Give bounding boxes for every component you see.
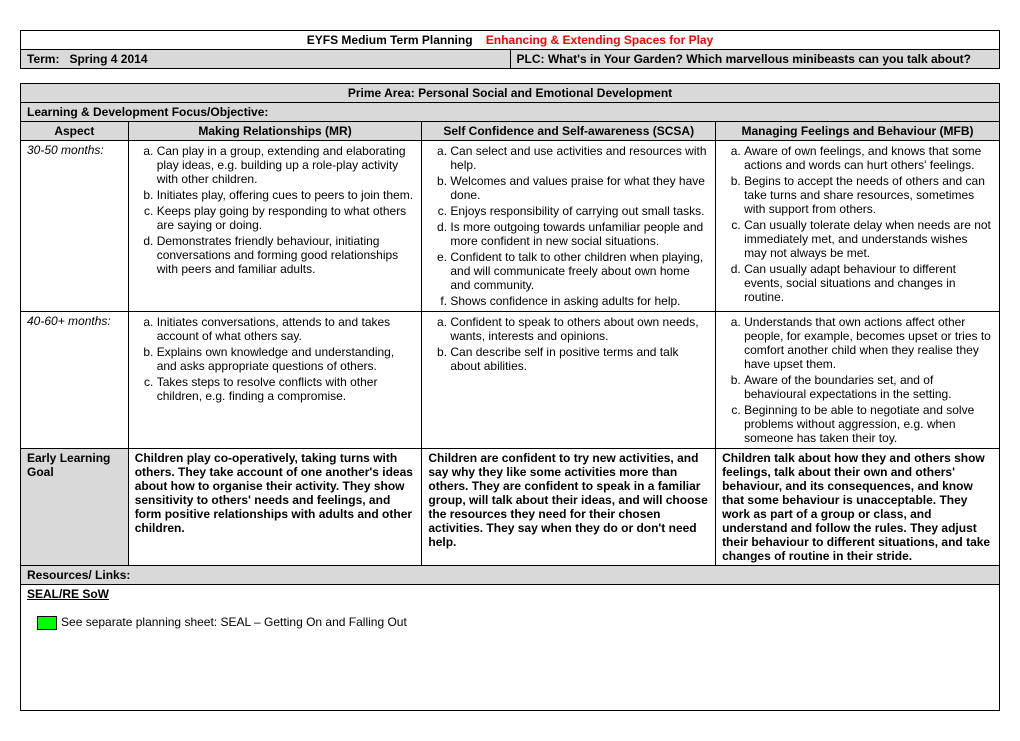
term-value: Spring 4 2014	[69, 52, 147, 66]
list-item: Explains own knowledge and understanding…	[157, 344, 416, 374]
list-item: Can describe self in positive terms and …	[450, 344, 709, 374]
age1-mr: Can play in a group, extending and elabo…	[128, 141, 422, 312]
list-item: Can select and use activities and resour…	[450, 143, 709, 173]
list-item: Keeps play going by responding to what o…	[157, 203, 416, 233]
resources-body: SEAL/RE SoW See separate planning sheet:…	[21, 585, 1000, 711]
age2-scsa: Confident to speak to others about own n…	[422, 312, 716, 449]
age2-mr: Initiates conversations, attends to and …	[128, 312, 422, 449]
list-item: Welcomes and values praise for what they…	[450, 173, 709, 203]
elg-mr: Children play co-operatively, taking tur…	[128, 449, 422, 566]
list-item: Understands that own actions affect othe…	[744, 314, 993, 372]
list-item: Can usually adapt behaviour to different…	[744, 261, 993, 305]
bullet-icon	[37, 616, 57, 630]
list-item: Aware of own feelings, and knows that so…	[744, 143, 993, 173]
elg-scsa: Children are confident to try new activi…	[422, 449, 716, 566]
age2-mfb: Understands that own actions affect othe…	[716, 312, 1000, 449]
title-left: EYFS Medium Term Planning	[307, 33, 473, 47]
seal-text: See separate planning sheet: SEAL – Gett…	[61, 615, 407, 629]
age1-label: 30-50 months:	[21, 141, 129, 312]
doc-title: EYFS Medium Term Planning Enhancing & Ex…	[21, 31, 1000, 50]
list-item: Begins to accept the needs of others and…	[744, 173, 993, 217]
term-cell: Term: Spring 4 2014	[21, 50, 511, 69]
ld-focus: Learning & Development Focus/Objective:	[21, 103, 1000, 122]
plc-value: What's in Your Garden? Which marvellous …	[548, 52, 971, 66]
header-table: EYFS Medium Term Planning Enhancing & Ex…	[20, 30, 1000, 69]
age2-label: 40-60+ months:	[21, 312, 129, 449]
list-item: Can usually tolerate delay when needs ar…	[744, 217, 993, 261]
list-item: Beginning to be able to negotiate and so…	[744, 402, 993, 446]
list-item: Takes steps to resolve conflicts with ot…	[157, 374, 416, 404]
resources-label: Resources/ Links:	[21, 566, 1000, 585]
list-item: Confident to talk to other children when…	[450, 249, 709, 293]
list-item: Confident to speak to others about own n…	[450, 314, 709, 344]
age1-mfb: Aware of own feelings, and knows that so…	[716, 141, 1000, 312]
main-table: Prime Area: Personal Social and Emotiona…	[20, 83, 1000, 711]
col1-header: Making Relationships (MR)	[128, 122, 422, 141]
prime-area: Prime Area: Personal Social and Emotiona…	[21, 84, 1000, 103]
plc-label: PLC:	[517, 52, 545, 66]
list-item: Enjoys responsibility of carrying out sm…	[450, 203, 709, 219]
list-item: Is more outgoing towards unfamiliar peop…	[450, 219, 709, 249]
list-item: Aware of the boundaries set, and of beha…	[744, 372, 993, 402]
elg-label: Early Learning Goal	[21, 449, 129, 566]
list-item: Shows confidence in asking adults for he…	[450, 293, 709, 309]
title-right: Enhancing & Extending Spaces for Play	[486, 33, 713, 47]
age1-scsa: Can select and use activities and resour…	[422, 141, 716, 312]
list-item: Can play in a group, extending and elabo…	[157, 143, 416, 187]
list-item: Initiates play, offering cues to peers t…	[157, 187, 416, 203]
list-item: Demonstrates friendly behaviour, initiat…	[157, 233, 416, 277]
elg-mfb: Children talk about how they and others …	[716, 449, 1000, 566]
col2-header: Self Confidence and Self-awareness (SCSA…	[422, 122, 716, 141]
aspect-header: Aspect	[21, 122, 129, 141]
list-item: Initiates conversations, attends to and …	[157, 314, 416, 344]
seal-label: SEAL/RE SoW	[27, 587, 109, 601]
term-label: Term:	[27, 52, 59, 66]
col3-header: Managing Feelings and Behaviour (MFB)	[716, 122, 1000, 141]
plc-cell: PLC: What's in Your Garden? Which marvel…	[510, 50, 1000, 69]
